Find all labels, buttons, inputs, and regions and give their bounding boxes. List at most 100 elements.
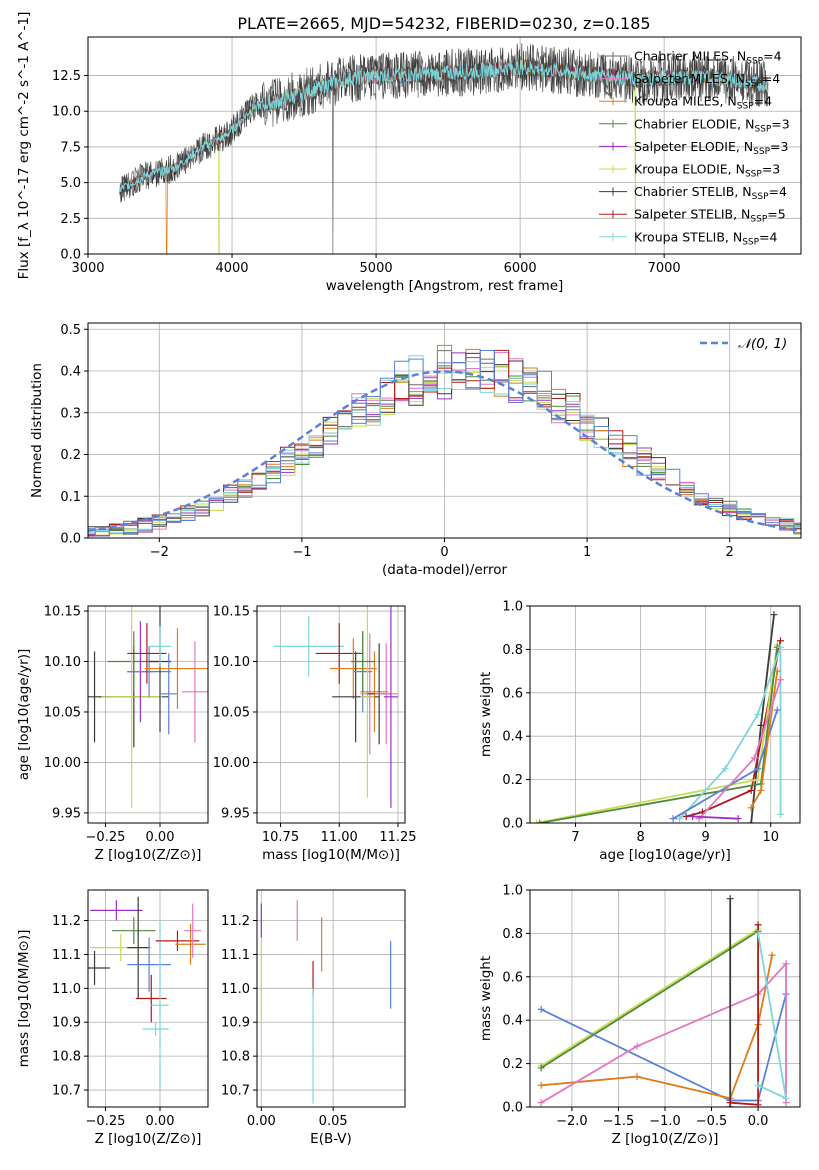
x-tick-label: 0.00 <box>247 1114 276 1129</box>
chart-mass_vs_Z: −0.25 0.00 10.7 10.8 10.9 11.0 11.1 11.2 Z [log1… <box>16 889 209 1147</box>
marker-plus <box>533 819 541 823</box>
x-axis-label: Z [log10(Z/Z⊙)] <box>95 1131 202 1147</box>
x-tick-label: 3000 <box>71 261 104 276</box>
y-tick-label: 11.2 <box>221 914 250 929</box>
y-tick-label: 0.2 <box>502 773 523 788</box>
y-tick-label: 7.5 <box>60 140 81 155</box>
y-axis-label: mass [log10(M/M⊙)] <box>16 930 32 1068</box>
y-tick-label: 10.15 <box>213 605 250 620</box>
x-tick-label: 8 <box>636 830 644 845</box>
marker-plus <box>768 951 776 959</box>
legend-label-main: Salpeter MILES, N <box>634 71 745 86</box>
plot-area <box>88 606 208 808</box>
legend-label-sub: SSP <box>750 215 767 225</box>
histogram-series-cyan <box>88 355 801 534</box>
massweight-line-green <box>540 930 759 1069</box>
marker-plus <box>782 1094 790 1102</box>
y-tick-label: 10.9 <box>221 1016 250 1031</box>
marker-plus <box>669 815 677 823</box>
y-tick-label: 10.9 <box>52 1016 81 1031</box>
legend-label-main: Kroupa MILES, N <box>634 94 737 109</box>
x-tick-label: 0.00 <box>146 830 175 845</box>
marker-plus <box>747 804 755 812</box>
legend-label: Kroupa MILES, NSSP=4 <box>634 94 772 112</box>
y-tick-label: 0.0 <box>502 1101 523 1116</box>
x-axis-label: Z [log10(Z/Z⊙)] <box>95 847 202 863</box>
legend-label-sub: SSP <box>754 124 771 134</box>
legend-label-main: Salpeter STELIB, N <box>634 207 750 222</box>
x-axis-label: wavelength [Angstrom, rest frame] <box>326 278 564 294</box>
x-tick-label: 11.00 <box>321 830 358 845</box>
y-tick-label: 10.15 <box>44 605 81 620</box>
marker-plus <box>754 711 762 718</box>
legend-label-eq: =3 <box>762 162 780 177</box>
legend-label-sub: SSP <box>746 57 763 67</box>
y-tick-label: 0.4 <box>502 730 523 745</box>
chart-mass_vs_EBV: 0.00 0.05 10.7 10.8 10.9 11.0 11.1 11.2 E(B-V) <box>221 889 406 1147</box>
y-tick-label: 10.00 <box>44 756 81 771</box>
axes-frame <box>87 36 802 255</box>
y-tick-label: 10.8 <box>52 1050 81 1065</box>
marker-plus <box>773 706 781 714</box>
legend-label-main: Chabrier STELIB, N <box>634 184 752 199</box>
marker-plus <box>633 1042 641 1050</box>
y-tick-label: 10.05 <box>213 705 250 720</box>
x-tick-label: 0.0 <box>748 1114 769 1129</box>
marker-plus <box>757 786 765 794</box>
x-tick-label: 10.75 <box>262 830 299 845</box>
y-axis-label: age [log10(age/yr)] <box>16 649 32 781</box>
chart-spectrum: 3000 4000 5000 6000 7000 0.0 2.5 5.0 7.5 10.0 12.5… <box>16 12 802 294</box>
x-tick-label: −2 <box>150 545 169 560</box>
marker-plus <box>537 1099 545 1107</box>
marker-plus <box>754 921 762 929</box>
x-axis-label: mass [log10(M/M⊙)] <box>262 847 400 863</box>
legend-label: Salpeter MILES, NSSP=4 <box>634 71 780 89</box>
x-tick-label: −2.0 <box>556 1114 588 1129</box>
legend-label-eq: =3 <box>771 116 789 131</box>
legend-label-sub: SSP <box>753 147 770 157</box>
marker-plus <box>537 1064 545 1072</box>
figure-title: PLATE=2665, MJD=54232, FIBERID=0230, z=0… <box>237 14 650 33</box>
y-axis-label: mass weight <box>478 672 494 757</box>
y-tick-label: 0.0 <box>60 532 81 547</box>
legend-label-sub: SSP <box>742 237 759 247</box>
legend-label-eq: =4 <box>762 71 780 86</box>
y-tick-label: 0.5 <box>60 323 81 338</box>
marker-plus <box>782 960 790 968</box>
x-tick-label: −0.5 <box>696 1114 728 1129</box>
y-tick-label: 9.95 <box>52 806 81 821</box>
legend-label-eq: =3 <box>770 139 788 154</box>
plot-area <box>88 344 801 537</box>
x-tick-label: 11.25 <box>379 830 416 845</box>
y-tick-label: 0.0 <box>502 817 523 832</box>
plot-area <box>533 611 784 823</box>
y-tick-label: 0.8 <box>502 927 523 942</box>
y-tick-label: 11.0 <box>221 982 250 997</box>
massweight-line-red <box>685 640 782 818</box>
massweight-line-purple <box>692 815 739 820</box>
marker-plus <box>754 765 762 773</box>
marker-plus <box>537 1005 545 1013</box>
x-tick-label: −1.5 <box>603 1114 635 1129</box>
massweight-line-red <box>730 924 759 1106</box>
plot-area <box>88 896 206 1091</box>
marker-plus <box>734 815 742 823</box>
legend-label: Salpeter STELIB, NSSP=5 <box>634 207 786 225</box>
y-tick-label: 0.0 <box>60 248 81 263</box>
plot-area <box>260 900 392 1104</box>
legend-label-eq: =4 <box>759 229 777 244</box>
marker-plus <box>676 815 684 823</box>
marker-plus <box>726 895 734 903</box>
x-tick-label: −1 <box>292 545 311 560</box>
x-tick-label: 9 <box>702 830 710 845</box>
marker-plus <box>682 812 690 820</box>
legend-label-main: Salpeter ELODIE, N <box>634 139 753 154</box>
x-tick-label: 2 <box>726 545 734 560</box>
legend-label: Chabrier STELIB, NSSP=4 <box>634 184 787 202</box>
marker-plus <box>776 637 784 645</box>
legend-label-eq: =5 <box>767 207 785 222</box>
y-tick-label: 0.1 <box>60 490 81 505</box>
y-tick-label: 0.4 <box>502 1014 523 1029</box>
legend-label: Chabrier ELODIE, NSSP=3 <box>634 116 790 134</box>
marker-plus <box>754 776 762 784</box>
